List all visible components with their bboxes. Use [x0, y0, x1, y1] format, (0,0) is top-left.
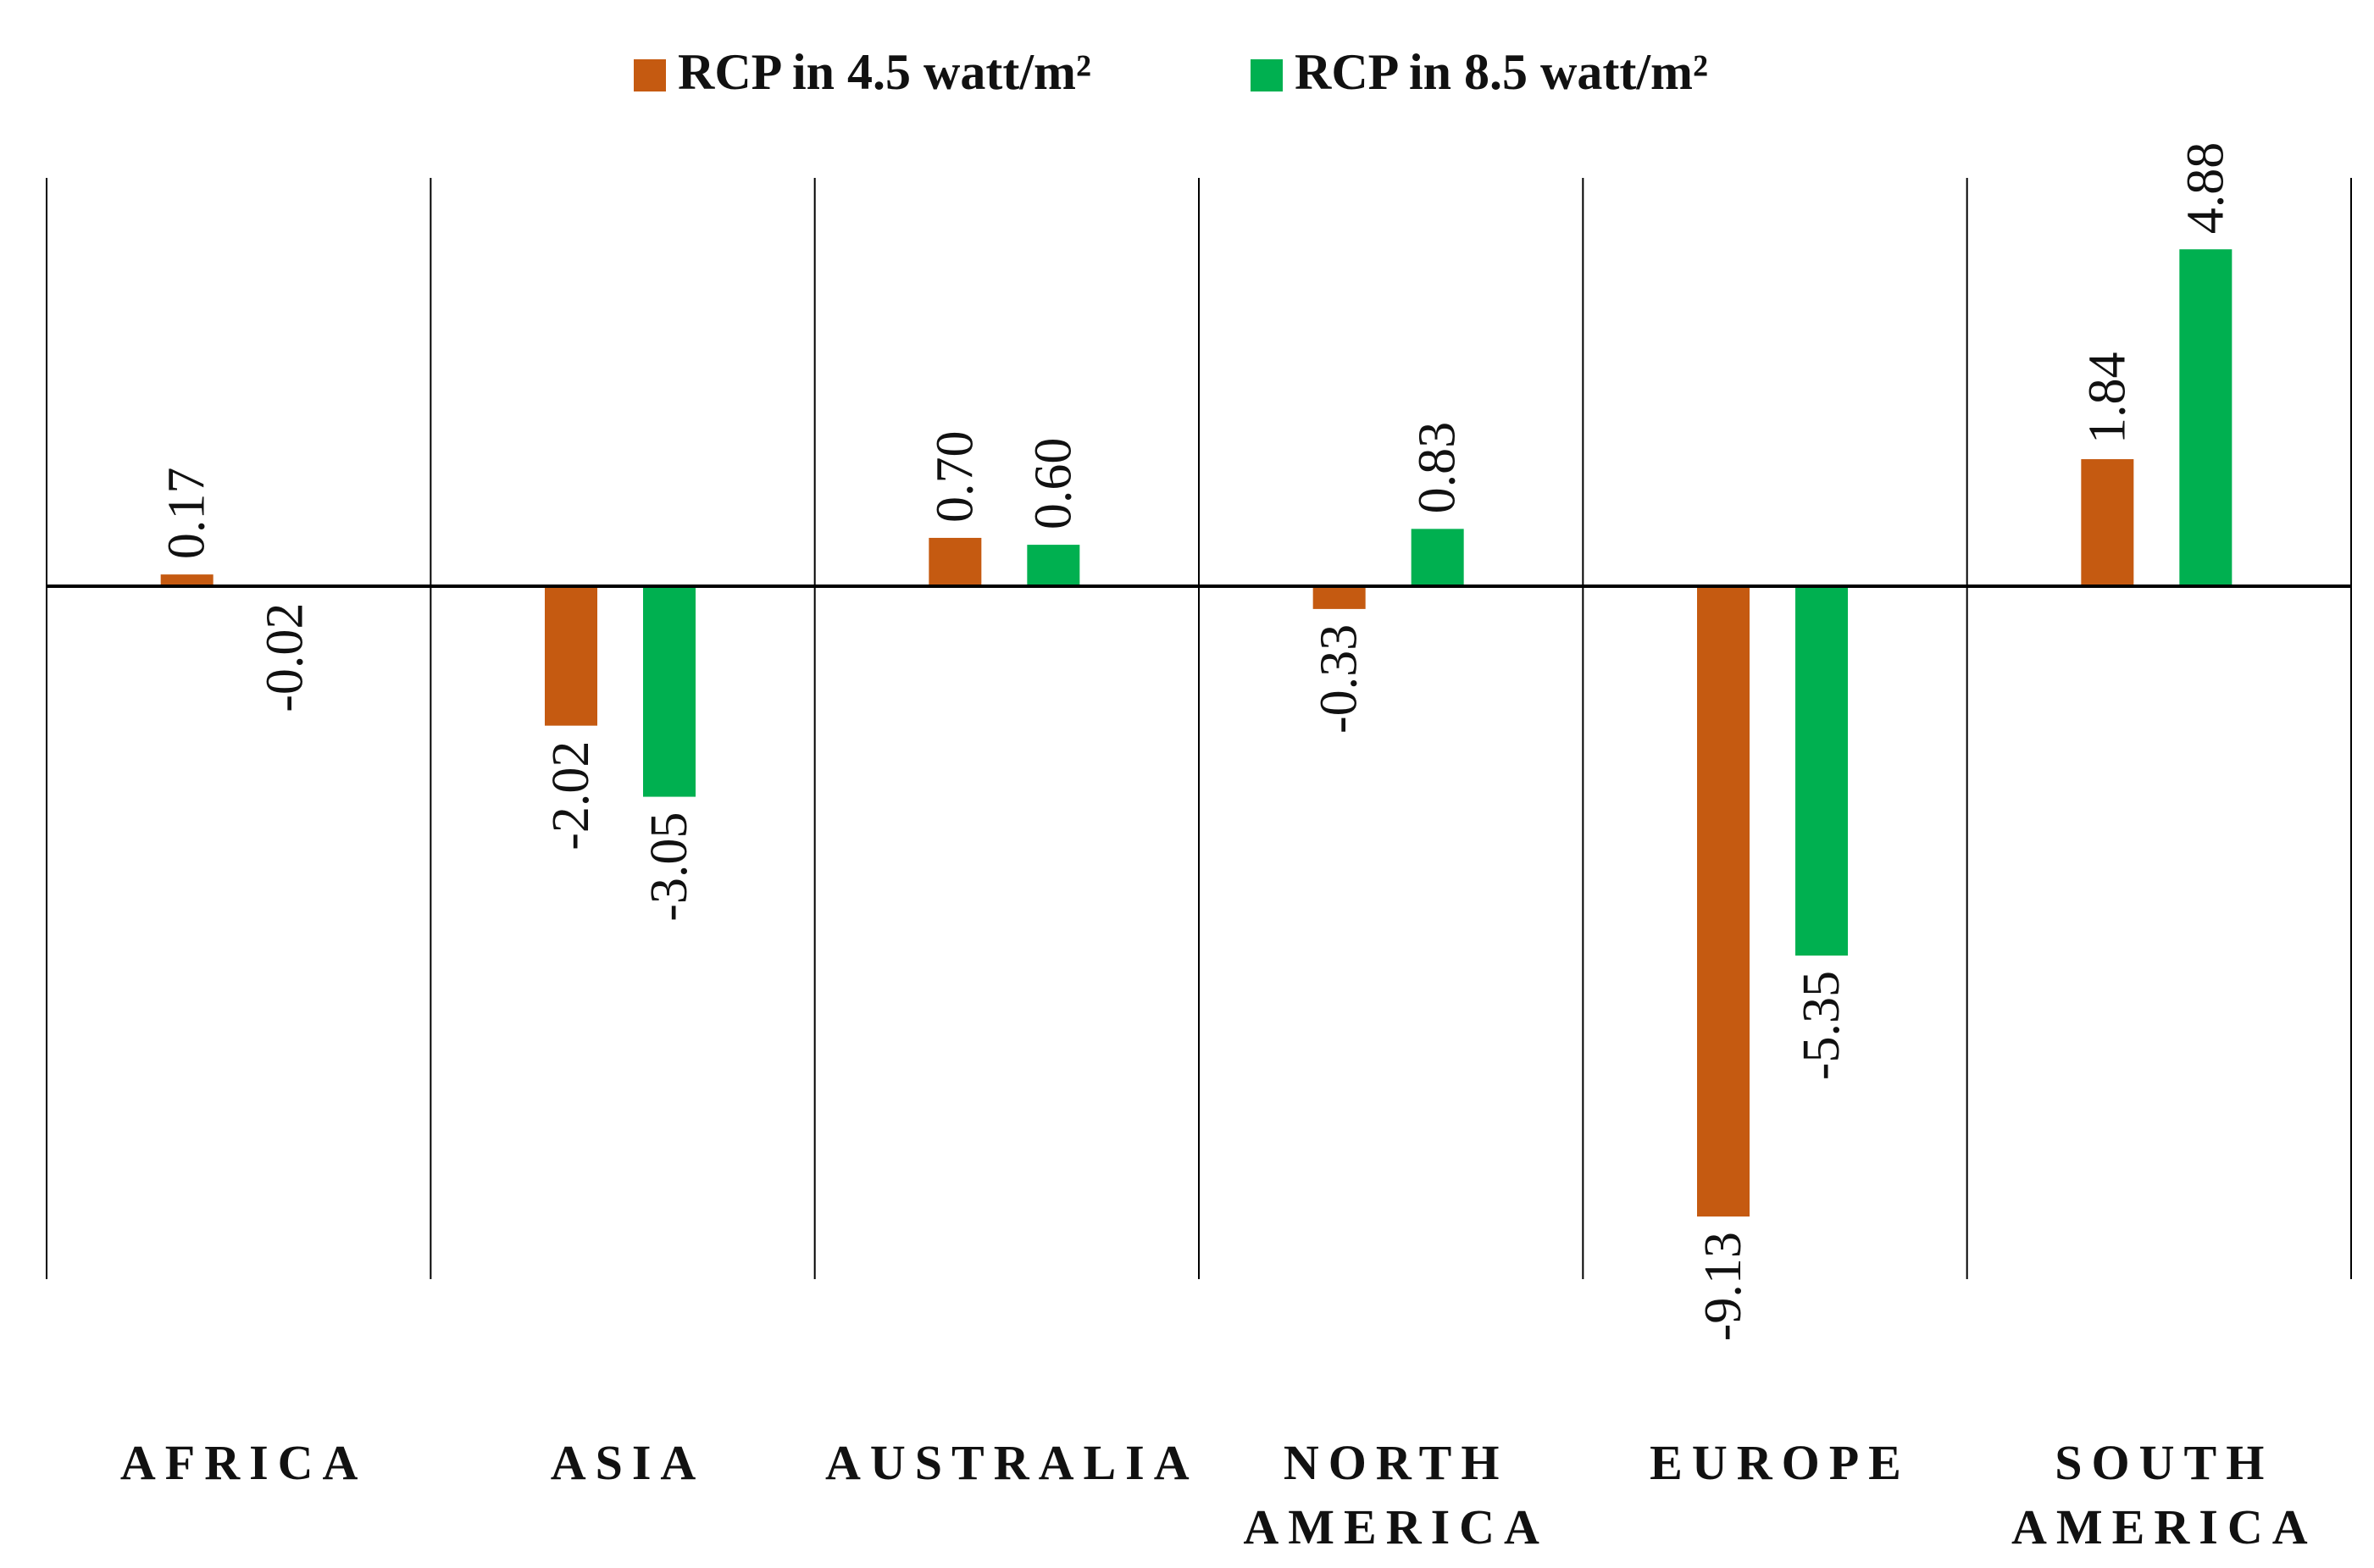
category-label-australia: AUSTRALIA — [825, 1435, 1199, 1490]
category-label-north-america-line-2: AMERICA — [1243, 1499, 1549, 1554]
value-labels: 0.17 -0.02 -2.02 -3.05 0.70 0.60 -0.33 0.83 -9.1… — [158, 142, 2235, 1341]
value-label-australia-series-1: 0.70 — [926, 430, 984, 523]
value-label-north-america-series-2: 0.83 — [1409, 422, 1467, 514]
category-label-asia: ASIA — [551, 1435, 706, 1490]
bar-asia-series-1 — [545, 586, 597, 726]
value-label-africa-series-1: 0.17 — [158, 468, 216, 560]
bar-australia-series-1 — [929, 537, 982, 586]
value-label-south-america-series-1: 1.84 — [2078, 352, 2136, 445]
value-label-europe-series-1: -9.13 — [1695, 1232, 1752, 1341]
bar-europe-series-1 — [1697, 586, 1750, 1217]
value-label-australia-series-2: 0.60 — [1024, 438, 1082, 530]
bar-africa-series-1 — [160, 574, 214, 586]
value-label-south-america-series-2: 4.88 — [2177, 142, 2234, 235]
value-label-asia-series-2: -3.05 — [641, 812, 698, 922]
legend-swatch-rcp45 — [634, 59, 666, 91]
bar-north-america-series-2 — [1411, 529, 1464, 586]
value-label-asia-series-1: -2.02 — [542, 741, 600, 850]
legend-label-rcp45: RCP in 4.5 watt/m² — [678, 44, 1091, 100]
bar-south-america-series-1 — [2081, 459, 2134, 586]
bar-australia-series-2 — [1027, 545, 1080, 586]
bar-asia-series-2 — [643, 586, 696, 797]
bar-north-america-series-1 — [1312, 586, 1366, 609]
category-label-south-america-line-1: SOUTH — [2055, 1435, 2273, 1490]
bar-europe-series-2 — [1795, 586, 1848, 956]
value-label-europe-series-2: -5.35 — [1793, 971, 1850, 1080]
value-label-north-america-series-1: -0.33 — [1311, 624, 1368, 734]
legend: RCP in 4.5 watt/m² RCP in 8.5 watt/m² — [634, 44, 1708, 100]
category-label-africa: AFRICA — [120, 1435, 368, 1490]
bar-south-america-series-2 — [2179, 249, 2233, 586]
value-label-africa-series-2: -0.02 — [257, 603, 314, 712]
legend-label-rcp85: RCP in 8.5 watt/m² — [1295, 44, 1708, 100]
category-labels: AFRICA ASIA AUSTRALIA NORTH AMERICA EUROPE SOU… — [120, 1435, 2317, 1554]
category-label-south-america-line-2: AMERICA — [2011, 1499, 2317, 1554]
legend-swatch-rcp85 — [1251, 59, 1283, 91]
category-label-north-america-line-1: NORTH — [1284, 1435, 1509, 1490]
category-label-europe: EUROPE — [1650, 1435, 1911, 1490]
category-dividers — [46, 178, 2352, 1279]
bars — [160, 249, 2233, 1217]
